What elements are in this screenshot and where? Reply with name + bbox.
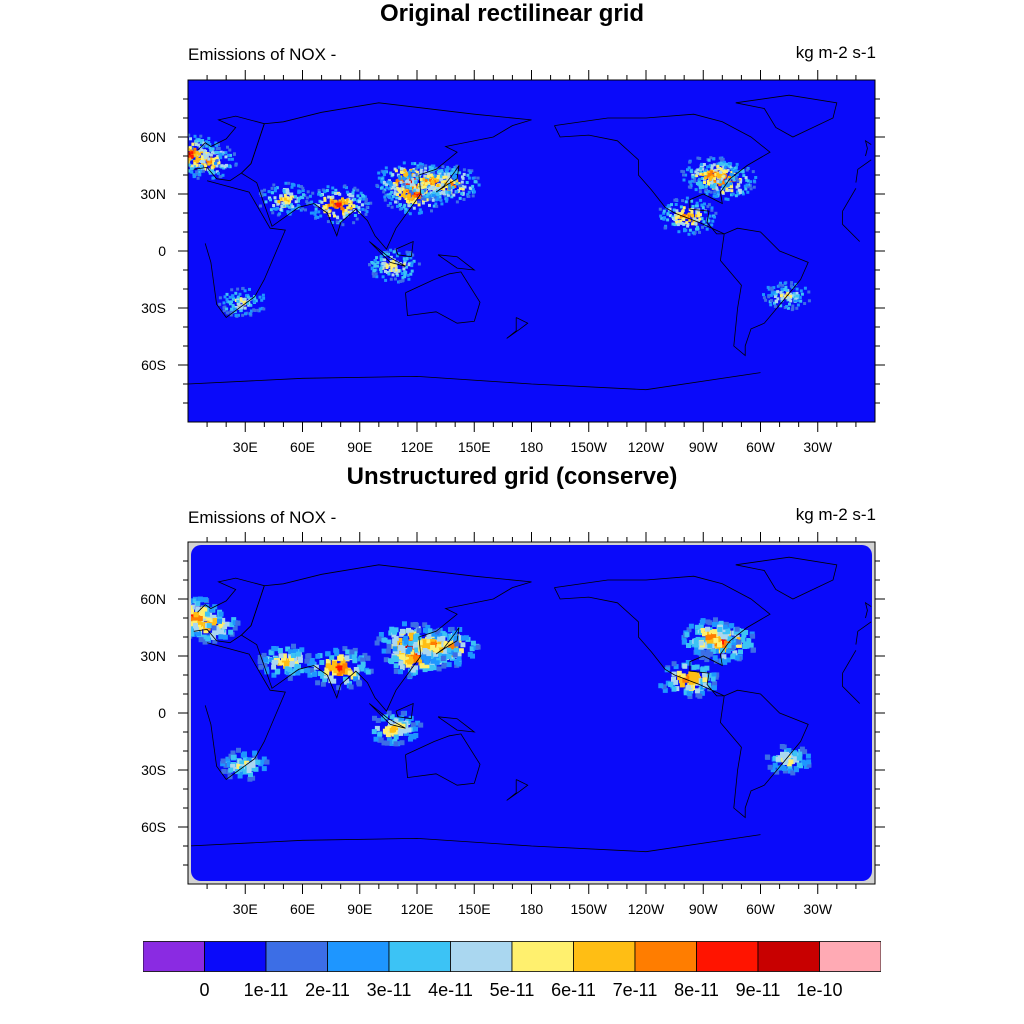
colorbar-box	[634, 941, 697, 972]
colorbar-label: 1e-11	[243, 980, 289, 1000]
ticks	[178, 70, 885, 432]
lat-tick-label: 30S	[141, 300, 166, 316]
lat-tick-label: 0	[158, 243, 166, 259]
colorbar-box	[696, 941, 759, 972]
lat-tick-label: 30S	[141, 762, 166, 778]
panel-1-map: 60N 30N 0 30S 60S 30E 60E 90E 120E 150E 180 150W 120…	[140, 70, 885, 455]
lat-tick-label: 30N	[140, 186, 166, 202]
colorbar-label: 3e-11	[366, 980, 412, 1000]
panel-2-map: 60N 30N 0 30S 60S 30E 60E 90E 120E 150E 180 150W 120…	[140, 532, 885, 917]
colorbar-box	[265, 941, 328, 972]
ticks	[178, 532, 885, 894]
lon-tick-label: 30E	[233, 439, 258, 455]
hotspot-india	[307, 646, 374, 691]
lon-tick-label: 150E	[458, 439, 491, 455]
lon-tick-label: 30W	[803, 439, 833, 455]
panel-1-title: Original rectilinear grid	[379, 0, 645, 27]
lon-tick-label: 30E	[233, 901, 258, 917]
lon-tick-label: 90E	[347, 901, 372, 917]
colorbar-box	[819, 941, 881, 972]
colorbar-label: 0	[199, 980, 210, 1000]
hotspot-south-africa	[218, 286, 266, 318]
lat-tick-label: 60N	[140, 591, 166, 607]
lon-tick-label: 60E	[290, 439, 315, 455]
lat-tick-label: 30N	[140, 648, 166, 664]
lon-tick-label: 120E	[401, 901, 434, 917]
lat-tick-label: 60N	[140, 129, 166, 145]
lat-tick-label: 0	[158, 705, 166, 721]
hotspot-europe-uk	[191, 596, 224, 637]
colorbar	[143, 941, 881, 972]
lon-tick-label: 120W	[628, 901, 665, 917]
hotspot-indonesia	[368, 248, 421, 284]
colorbar-box	[327, 941, 390, 972]
colorbar-box	[143, 941, 205, 972]
lon-tick-label: 90W	[689, 439, 719, 455]
lon-tick-label: 120E	[401, 439, 434, 455]
field-background	[188, 80, 875, 422]
hotspot-persian-gulf	[258, 181, 312, 217]
hotspot-us-midwest	[680, 156, 741, 194]
hotspot-brazil	[762, 281, 811, 312]
hotspot-korea	[403, 624, 460, 666]
lon-tick-label: 180	[520, 901, 544, 917]
lon-tick-label: 60W	[746, 439, 776, 455]
lon-tick-label: 90E	[347, 439, 372, 455]
panel-2-title: Unstructured grid (conserve)	[346, 463, 678, 490]
map-svg: 60N 30N 0 30S 60S 30E 60E 90E 120E 150E 180 150W 120…	[140, 532, 885, 917]
colorbar-box	[511, 941, 574, 972]
colorbar-label: 5e-11	[489, 980, 535, 1000]
hotspot-mexico	[658, 196, 718, 236]
panel-1-right-string: kg m-2 s-1	[795, 43, 876, 62]
panel-1-left-string: Emissions of NOX -	[188, 45, 337, 64]
colorbar-box	[388, 941, 451, 972]
colorbar-label: 8e-11	[674, 980, 719, 1000]
hotspot-europe-uk	[188, 133, 223, 174]
lon-tick-label: 150E	[458, 901, 491, 917]
hotspot-brazil	[764, 744, 812, 776]
panel-2-left-string: Emissions of NOX -	[188, 508, 337, 527]
colorbar-label: 2e-11	[305, 980, 350, 1000]
colorbar-box	[573, 941, 636, 972]
colorbar-label: 6e-11	[551, 980, 596, 1000]
coastlines	[191, 556, 872, 853]
colorbar-label: 1e-10	[796, 980, 843, 1000]
lat-tick-label: 60S	[141, 357, 166, 373]
lon-tick-label: 60E	[290, 901, 315, 917]
colorbar-label: 4e-11	[428, 980, 473, 1000]
colorbar-label: 9e-11	[735, 980, 781, 1000]
lat-tick-label: 60S	[141, 819, 166, 835]
lon-tick-label: 150W	[570, 439, 607, 455]
lon-tick-label: 180	[520, 439, 544, 455]
colorbar-label: 7e-11	[612, 980, 658, 1000]
lon-tick-label: 30W	[803, 901, 833, 917]
panel-2-right-string: kg m-2 s-1	[795, 505, 876, 524]
colorbar-box	[450, 941, 513, 972]
coastlines	[188, 94, 872, 391]
lon-tick-label: 150W	[570, 901, 607, 917]
lon-tick-label: 120W	[628, 439, 665, 455]
hotspot-india	[305, 184, 373, 227]
colorbar-box	[204, 941, 267, 972]
lon-tick-label: 90W	[689, 901, 719, 917]
field-background	[191, 545, 872, 881]
map-svg: 60N 30N 0 30S 60S 30E 60E 90E 120E 150E 180 150W 120…	[140, 70, 885, 455]
colorbar-box	[757, 941, 820, 972]
lon-tick-label: 60W	[746, 901, 776, 917]
